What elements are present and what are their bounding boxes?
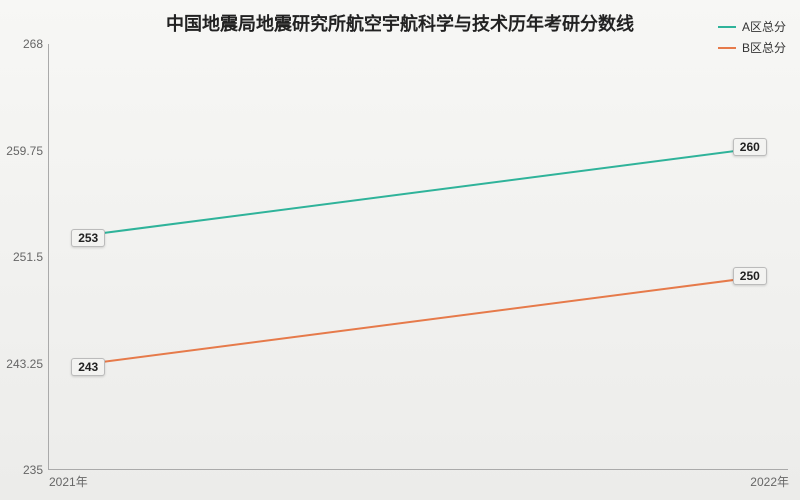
plot-area: 235243.25251.5259.752682021年2022年2532602… <box>48 44 788 470</box>
y-tick-label: 268 <box>23 37 49 51</box>
y-tick-label: 235 <box>23 463 49 477</box>
y-tick-label: 251.5 <box>13 250 49 264</box>
legend-item-a: A区总分 <box>718 18 786 35</box>
chart-container: 中国地震局地震研究所航空宇航科学与技术历年考研分数线 A区总分 B区总分 235… <box>0 0 800 500</box>
series-line <box>71 147 766 237</box>
chart-lines-svg <box>49 44 788 469</box>
legend-label-a: A区总分 <box>742 18 786 35</box>
value-badge: 243 <box>71 358 105 376</box>
chart-title: 中国地震局地震研究所航空宇航科学与技术历年考研分数线 <box>0 10 800 36</box>
y-tick-label: 243.25 <box>6 357 49 371</box>
x-tick-label: 2022年 <box>750 469 789 490</box>
series-line <box>71 276 766 366</box>
value-badge: 260 <box>733 138 767 156</box>
y-tick-label: 259.75 <box>6 144 49 158</box>
value-badge: 253 <box>71 229 105 247</box>
legend-swatch-a <box>718 26 736 28</box>
value-badge: 250 <box>733 267 767 285</box>
x-tick-label: 2021年 <box>49 469 88 490</box>
